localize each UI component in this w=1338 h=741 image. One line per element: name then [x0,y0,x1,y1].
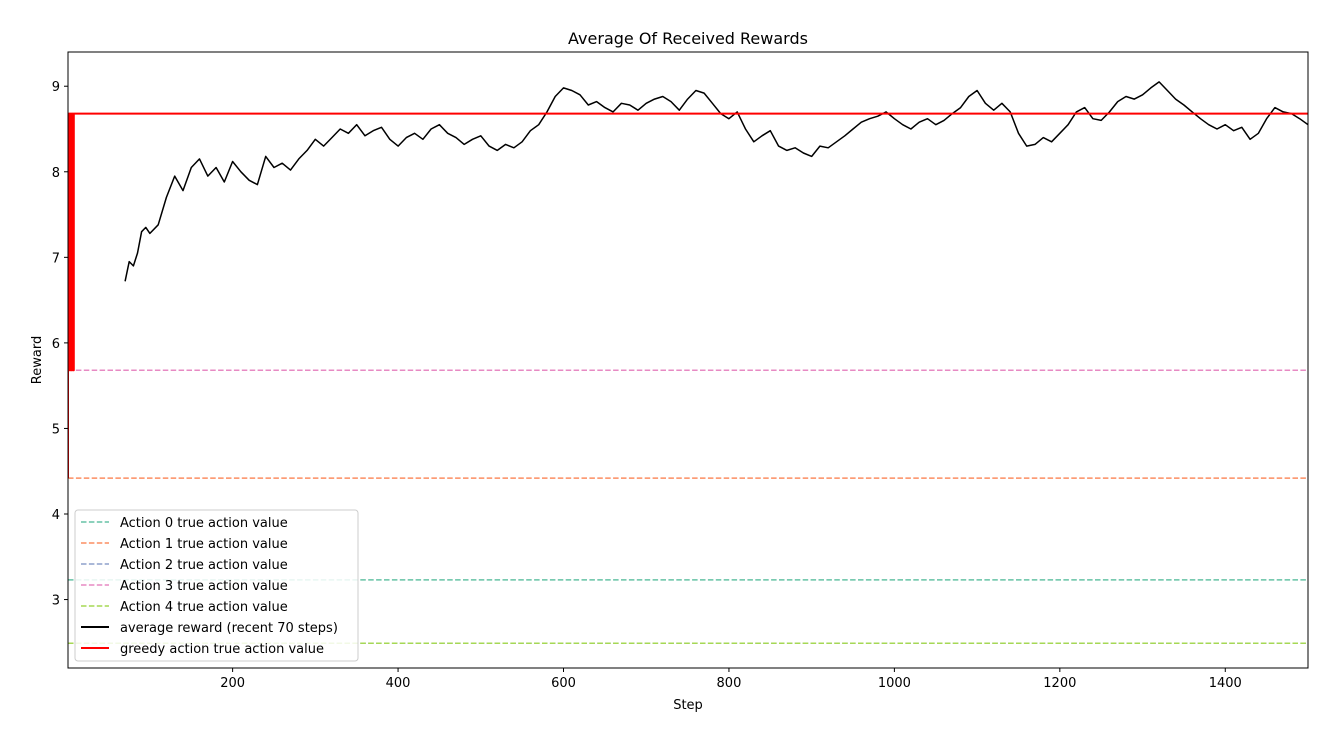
legend-entry: average reward (recent 70 steps) [120,621,338,636]
legend: Action 0 true action value Action 1 true … [74,509,359,662]
plot-frame [67,51,1309,669]
y-tick-label: 8 [52,166,60,181]
series-group [68,81,1308,644]
x-tick-label: 1000 [878,676,911,691]
y-tick-label: 3 [52,594,60,609]
y-tick-label: 6 [52,337,60,352]
plot-area: 200 400 600 800 1000 1200 1400 3 4 5 6 7 8 9 [52,51,1309,691]
y-tick-label: 9 [52,80,60,95]
legend-entry: Action 1 true action value [120,537,288,552]
chart-title: Average Of Received Rewards [568,29,808,48]
y-tick-label: 5 [52,422,60,437]
y-tick-label: 7 [52,251,60,266]
x-tick-label: 600 [551,676,576,691]
series-6 [68,112,1308,479]
legend-entry: Action 4 true action value [120,600,288,615]
x-tick-label: 1200 [1043,676,1076,691]
y-tick-label: 4 [52,508,60,523]
x-axis-label: Step [673,698,703,713]
legend-entry: Action 2 true action value [120,558,288,573]
legend-entry: Action 0 true action value [120,516,288,531]
legend-box [74,509,359,662]
x-tick-label: 200 [220,676,245,691]
series-5 [124,81,1308,282]
y-axis-label: Reward [30,336,45,384]
x-tick-label: 1400 [1209,676,1242,691]
x-tick-label: 400 [386,676,411,691]
legend-entry: greedy action true action value [120,642,324,657]
legend-entry: Action 3 true action value [120,579,288,594]
x-tick-label: 800 [717,676,742,691]
